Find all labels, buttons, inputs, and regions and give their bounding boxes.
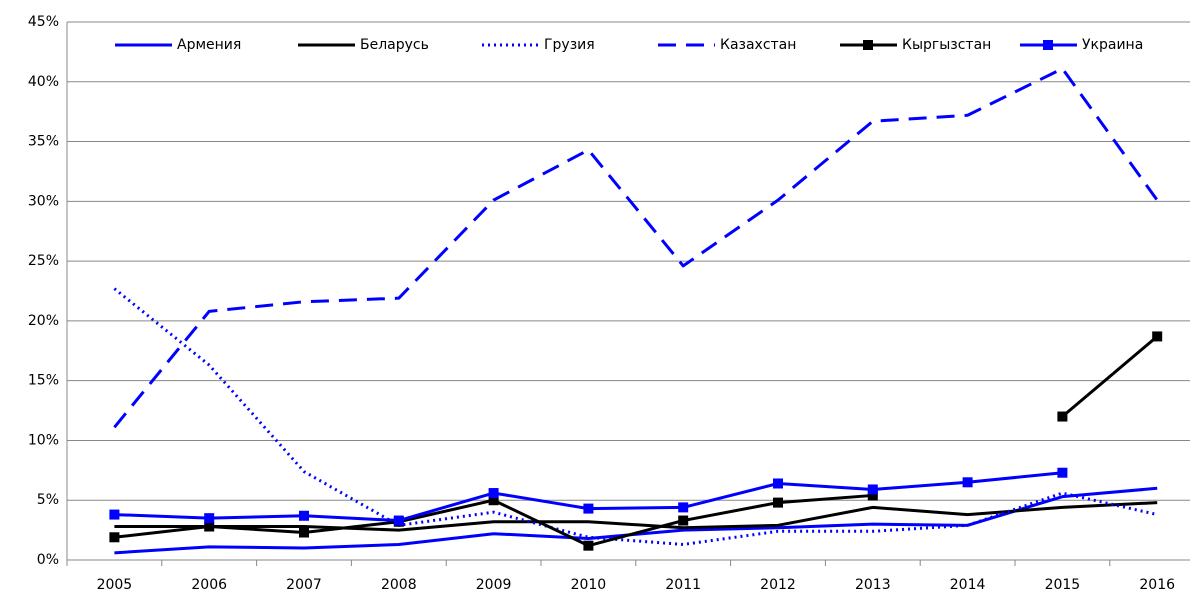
legend-label: Армения <box>177 37 241 53</box>
legend-label: Кыргызстан <box>902 37 991 53</box>
marker <box>299 527 309 538</box>
x-tick-label: 2006 <box>191 577 227 593</box>
y-tick-label: 25% <box>28 253 59 269</box>
marker <box>1152 331 1163 342</box>
x-tick-label: 2013 <box>855 577 891 593</box>
marker <box>962 477 973 488</box>
marker <box>773 478 783 489</box>
marker <box>488 495 499 506</box>
x-tick-label: 2007 <box>286 577 322 593</box>
marker <box>204 521 215 532</box>
marker <box>583 540 594 551</box>
x-tick-label: 2009 <box>476 577 512 593</box>
y-tick-label: 5% <box>37 492 59 508</box>
y-tick-label: 40% <box>28 74 59 90</box>
marker <box>393 515 404 526</box>
x-tick-label: 2008 <box>381 577 417 593</box>
y-tick-label: 35% <box>28 134 59 150</box>
x-tick-label: 2016 <box>1139 577 1175 593</box>
x-tick-label: 2010 <box>571 577 607 593</box>
marker <box>678 502 689 513</box>
legend-label: Казахстан <box>720 37 796 53</box>
legend-marker <box>863 40 873 50</box>
y-tick-label: 10% <box>28 432 59 448</box>
marker <box>204 513 215 524</box>
series-line <box>113 67 1159 429</box>
marker <box>299 510 309 521</box>
marker <box>109 532 120 543</box>
series-line <box>113 287 1158 546</box>
x-tick-label: 2014 <box>950 577 986 593</box>
x-tick-label: 2011 <box>665 577 701 593</box>
marker <box>1057 411 1068 422</box>
y-tick-label: 15% <box>28 373 59 389</box>
marker <box>488 488 499 499</box>
series-line <box>114 501 1158 532</box>
y-tick-label: 30% <box>28 193 59 209</box>
legend-marker <box>1043 40 1053 50</box>
marker <box>583 503 594 514</box>
legend-label: Украина <box>1082 37 1143 53</box>
y-tick-label: 0% <box>37 552 59 568</box>
x-tick-label: 2005 <box>97 577 133 593</box>
legend-label: Грузия <box>544 37 595 53</box>
legend-label: Беларусь <box>360 37 429 53</box>
marker <box>867 484 878 495</box>
y-tick-label: 20% <box>28 313 59 329</box>
marker <box>773 497 783 508</box>
series-line <box>114 486 1158 555</box>
marker <box>109 509 120 520</box>
y-tick-label: 45% <box>28 14 59 30</box>
marker <box>867 490 878 501</box>
x-tick-label: 2015 <box>1045 577 1081 593</box>
marker <box>1057 467 1068 478</box>
marker <box>678 515 689 526</box>
x-tick-label: 2012 <box>760 577 796 593</box>
